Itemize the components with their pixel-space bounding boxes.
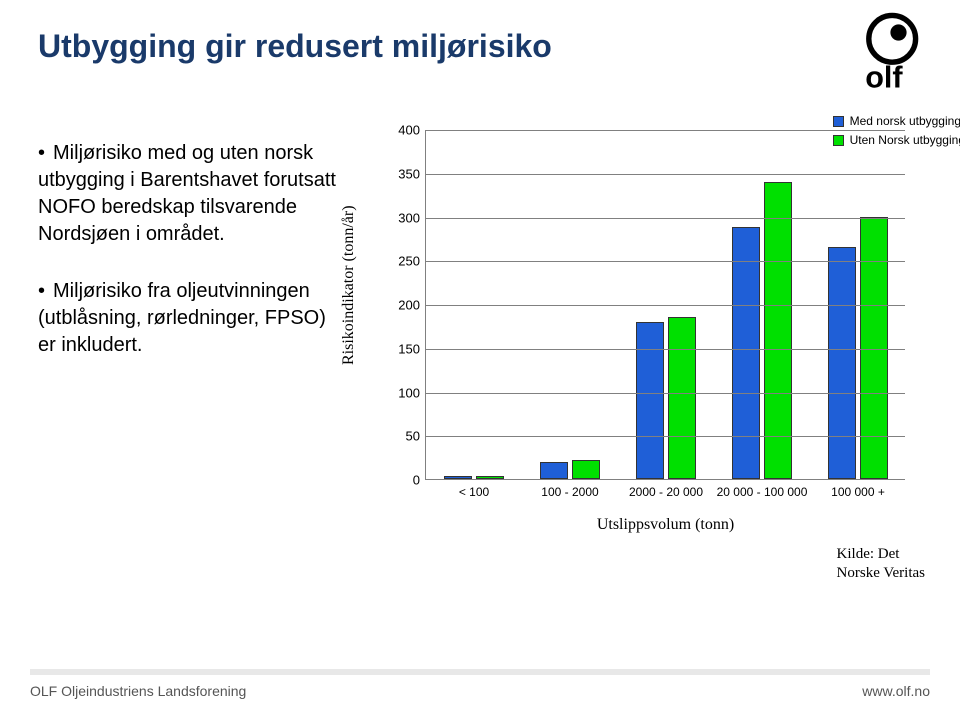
grid-line <box>426 393 905 394</box>
grid-line <box>426 436 905 437</box>
legend-row: Uten Norsk utbygging <box>833 131 960 150</box>
grid-line <box>426 305 905 306</box>
ytick-label: 100 <box>398 385 420 400</box>
chart-plot-area: Utslippsvolum (tonn) 0501001502002503003… <box>425 130 905 480</box>
chart-xlabel: Utslippsvolum (tonn) <box>597 516 734 534</box>
bar <box>540 462 568 480</box>
bar <box>444 476 472 479</box>
risk-chart: Risikoindikator (tonn/år) Utslippsvolum … <box>370 120 930 550</box>
grid-line <box>426 261 905 262</box>
grid-line <box>426 218 905 219</box>
legend-swatch <box>833 116 844 127</box>
xtick-label: 100 000 + <box>798 485 918 499</box>
ytick-label: 50 <box>406 429 420 444</box>
ytick-label: 150 <box>398 341 420 356</box>
bar <box>636 322 664 480</box>
legend-row: Med norsk utbygging <box>833 112 960 131</box>
ytick-label: 200 <box>398 298 420 313</box>
source-line2: Norske Veritas <box>837 564 925 583</box>
footer-left: OLF Oljeindustriens Landsforening <box>30 683 246 699</box>
svg-text:olf: olf <box>865 60 903 94</box>
slide: Utbygging gir redusert miljørisiko olf M… <box>0 0 960 709</box>
body-text: Miljørisiko med og uten norsk utbygging … <box>38 140 348 389</box>
source-citation: Kilde: Det Norske Veritas <box>837 545 925 583</box>
ytick-label: 400 <box>398 123 420 138</box>
ytick-label: 300 <box>398 210 420 225</box>
bar <box>572 460 600 479</box>
legend-label: Uten Norsk utbygging <box>850 131 960 150</box>
olf-logo: olf <box>840 10 930 100</box>
chart-ylabel: Risikoindikator (tonn/år) <box>340 205 358 365</box>
bullet-1-text: Miljørisiko med og uten norsk utbygging … <box>38 142 336 245</box>
ytick-label: 250 <box>398 254 420 269</box>
chart-legend: Med norsk utbyggingUten Norsk utbygging <box>833 112 960 150</box>
bullet-2-text: Miljørisiko fra oljeutvinningen (utblåsn… <box>38 280 326 356</box>
bar <box>828 247 856 479</box>
bar <box>764 182 792 480</box>
grid-line <box>426 174 905 175</box>
bar <box>860 217 888 480</box>
bullet-2: Miljørisiko fra oljeutvinningen (utblåsn… <box>38 278 348 359</box>
bullet-1: Miljørisiko med og uten norsk utbygging … <box>38 140 348 248</box>
legend-label: Med norsk utbygging <box>850 112 960 131</box>
bar <box>668 317 696 479</box>
legend-swatch <box>833 135 844 146</box>
grid-line <box>426 349 905 350</box>
bar <box>732 227 760 479</box>
bar <box>476 476 504 479</box>
footer-separator <box>30 669 930 675</box>
footer: OLF Oljeindustriens Landsforening www.ol… <box>0 669 960 709</box>
page-title: Utbygging gir redusert miljørisiko <box>38 28 552 65</box>
ytick-label: 350 <box>398 166 420 181</box>
footer-right: www.olf.no <box>862 683 930 699</box>
source-line1: Kilde: Det <box>837 545 925 564</box>
